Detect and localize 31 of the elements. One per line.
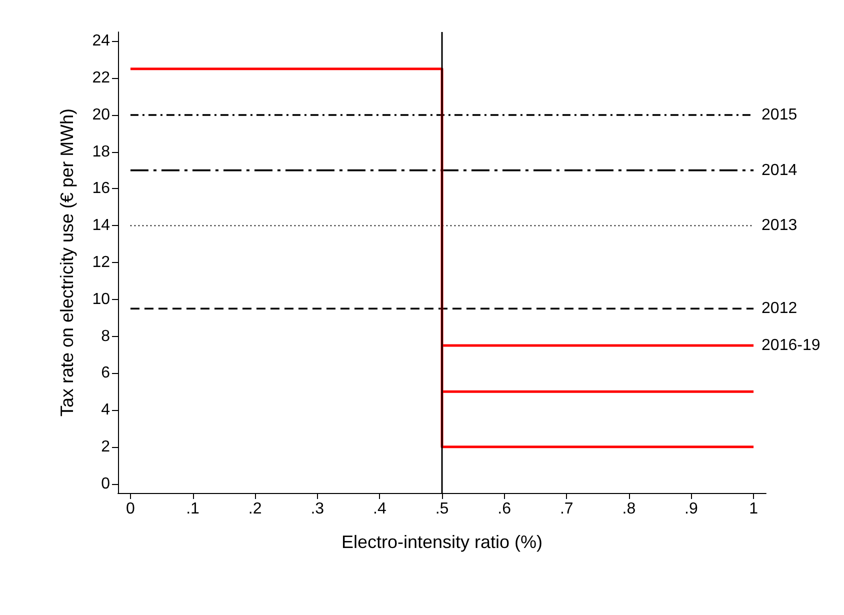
x-tick-label: .7 xyxy=(560,500,574,518)
y-tick-label: 22 xyxy=(92,70,110,87)
y-tick-label: 4 xyxy=(101,402,110,419)
y-tick-label: 24 xyxy=(92,32,110,50)
x-tick-label: .4 xyxy=(373,500,386,518)
y-tick-label: 18 xyxy=(92,143,110,160)
y-tick-label: 10 xyxy=(92,290,110,308)
series-label: 2016-19 xyxy=(762,336,820,354)
y-tick-label: 12 xyxy=(92,254,110,271)
x-tick-label: .6 xyxy=(498,500,512,518)
y-tick-label: 16 xyxy=(92,180,110,198)
x-tick-label: .9 xyxy=(684,500,698,518)
y-tick-label: 0 xyxy=(101,475,110,492)
series-label: 2013 xyxy=(762,217,798,234)
x-tick-label: .8 xyxy=(622,500,636,518)
y-tick-label: 14 xyxy=(92,217,110,234)
series-label: 2015 xyxy=(762,106,798,124)
y-tick-label: 2 xyxy=(101,438,110,456)
x-tick-label: 1 xyxy=(749,500,758,518)
series-label: 2012 xyxy=(762,300,798,318)
y-tick-label: 6 xyxy=(101,364,110,382)
x-tick-label: .2 xyxy=(248,500,262,518)
x-tick-label: .3 xyxy=(310,500,324,518)
y-axis-title: Tax rate on electricity use (€ per MWh) xyxy=(57,108,77,417)
y-tick-label: 20 xyxy=(92,106,110,124)
y-tick-label: 8 xyxy=(101,328,110,345)
x-tick-label: 0 xyxy=(126,500,136,518)
series-label: 2014 xyxy=(762,162,798,179)
x-axis-title: Electro-intensity ratio (%) xyxy=(341,532,543,552)
x-tick-label: .1 xyxy=(186,500,200,518)
x-tick-label: .5 xyxy=(435,500,449,518)
